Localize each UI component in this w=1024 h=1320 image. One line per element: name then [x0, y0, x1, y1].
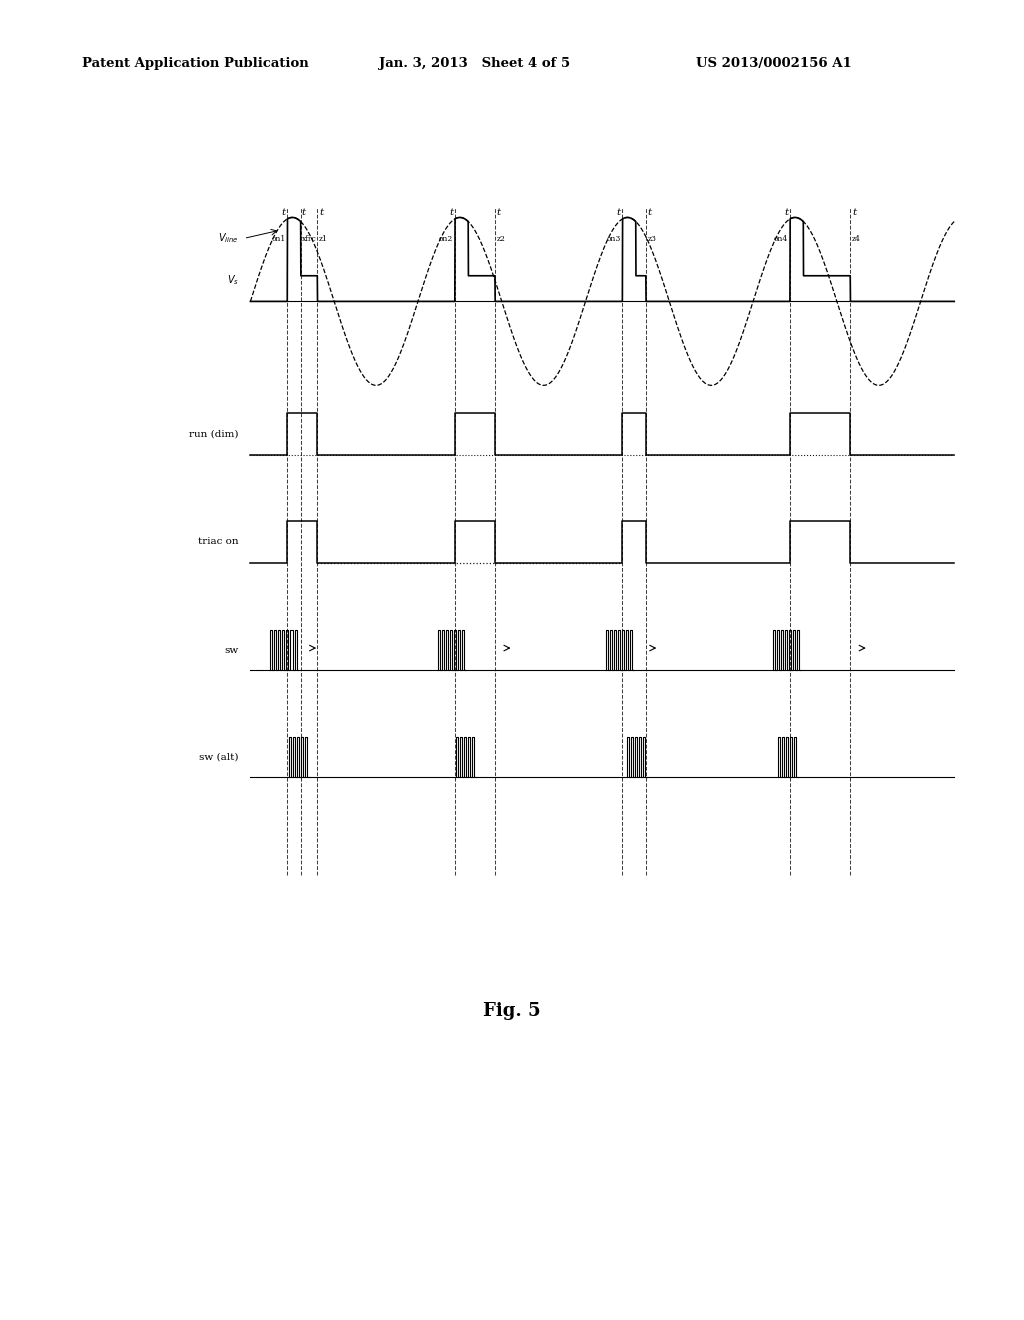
Text: Patent Application Publication: Patent Application Publication — [82, 57, 308, 70]
Text: on3: on3 — [606, 235, 621, 243]
Text: xfrc: xfrc — [301, 235, 316, 243]
Text: sw: sw — [224, 645, 239, 655]
Text: z3: z3 — [647, 235, 656, 243]
Text: US 2013/0002156 A1: US 2013/0002156 A1 — [696, 57, 852, 70]
Text: t: t — [852, 209, 856, 218]
Text: $V_s$: $V_s$ — [226, 273, 239, 288]
Text: t: t — [319, 209, 324, 218]
Text: t: t — [450, 209, 454, 218]
Text: on1: on1 — [271, 235, 286, 243]
Text: triac on: triac on — [198, 537, 239, 546]
Text: t: t — [497, 209, 501, 218]
Text: t: t — [647, 209, 651, 218]
Text: on2: on2 — [439, 235, 454, 243]
Text: t: t — [282, 209, 286, 218]
Text: z4: z4 — [852, 235, 861, 243]
Text: Fig. 5: Fig. 5 — [483, 1002, 541, 1020]
Text: t: t — [301, 209, 305, 218]
Text: run (dim): run (dim) — [189, 430, 239, 438]
Text: $V_{line}$: $V_{line}$ — [218, 231, 239, 246]
Text: sw (alt): sw (alt) — [200, 752, 239, 762]
Text: Jan. 3, 2013   Sheet 4 of 5: Jan. 3, 2013 Sheet 4 of 5 — [379, 57, 570, 70]
Text: z2: z2 — [497, 235, 506, 243]
Text: z1: z1 — [319, 235, 328, 243]
Text: on4: on4 — [774, 235, 788, 243]
Text: t: t — [616, 209, 621, 218]
Text: t: t — [784, 209, 788, 218]
